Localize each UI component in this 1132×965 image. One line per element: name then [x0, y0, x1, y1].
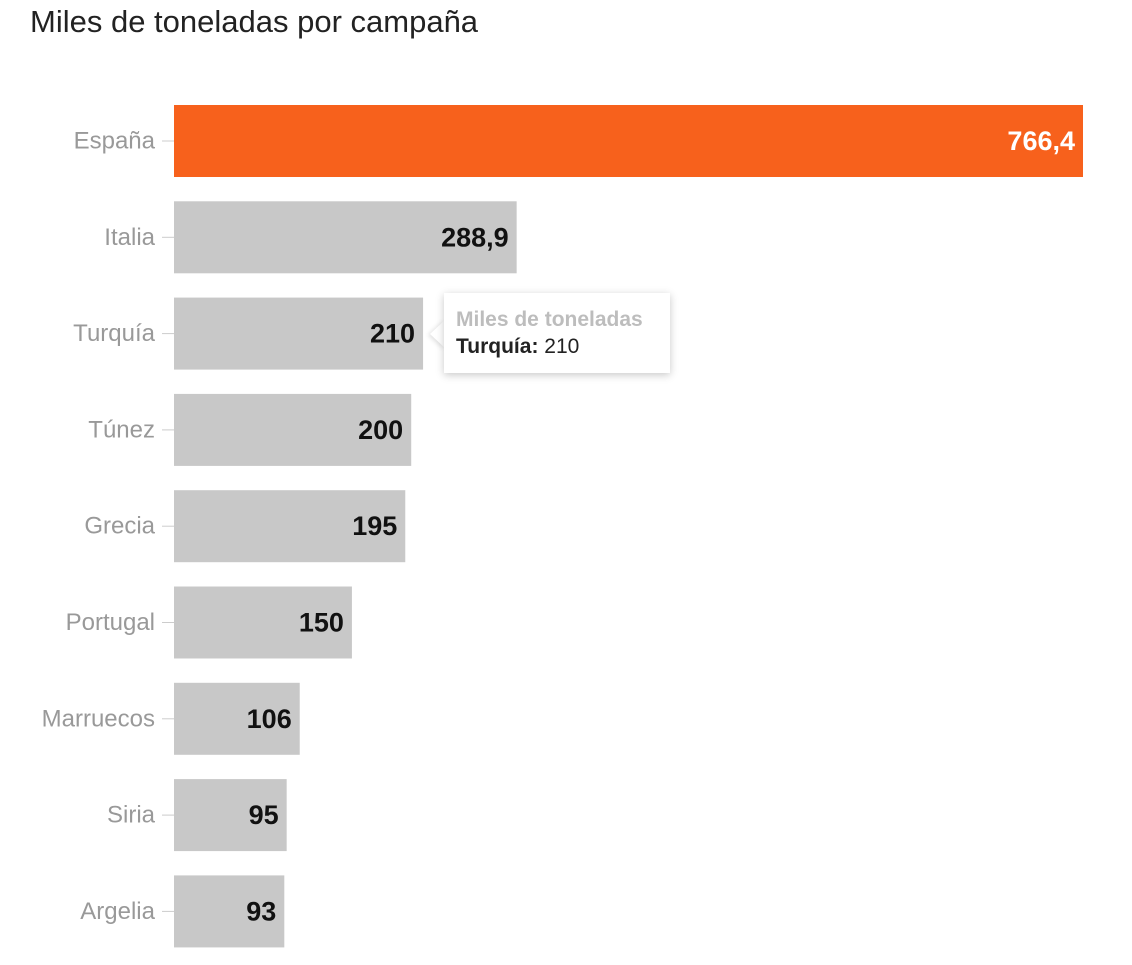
category-label-siria: Siria	[107, 802, 156, 829]
value-label-portugal: 150	[299, 608, 344, 638]
tooltip: Miles de toneladas Turquía: 210	[444, 293, 670, 373]
tooltip-category: Turquía:	[456, 335, 539, 358]
category-label-grecia: Grecia	[84, 513, 155, 540]
bar-argelia[interactable]	[174, 875, 285, 948]
value-label-grecia: 195	[352, 511, 397, 541]
bar-marruecos[interactable]	[174, 682, 300, 755]
category-label-portugal: Portugal	[66, 609, 155, 636]
value-label-espana: 766,4	[1007, 126, 1075, 156]
category-label-italia: Italia	[104, 224, 155, 251]
value-label-siria: 95	[249, 800, 279, 830]
value-label-argelia: 93	[246, 896, 276, 926]
category-label-turquia: Turquía	[73, 320, 155, 347]
value-label-italia: 288,9	[441, 222, 509, 252]
bar-portugal[interactable]	[174, 586, 352, 659]
category-label-tunez: Túnez	[88, 416, 155, 443]
tooltip-value: 210	[544, 335, 580, 358]
tooltip-title: Miles de toneladas	[456, 308, 643, 331]
bar-siria[interactable]	[174, 779, 287, 852]
tooltip-row: Turquía: 210	[456, 333, 658, 361]
category-label-espana: España	[74, 128, 156, 155]
value-label-turquia: 210	[370, 319, 415, 349]
chart-title: Miles de toneladas por campaña	[30, 4, 479, 39]
category-label-argelia: Argelia	[80, 898, 155, 925]
bar-turquia[interactable]	[174, 297, 424, 370]
tooltip-arrow	[430, 320, 445, 348]
bar-italia[interactable]	[174, 201, 517, 274]
value-label-marruecos: 106	[247, 704, 292, 734]
bar-espana[interactable]	[174, 105, 1083, 177]
category-label-marruecos: Marruecos	[42, 705, 155, 732]
bar-grecia[interactable]	[174, 490, 406, 563]
value-label-tunez: 200	[358, 415, 403, 445]
bar-tunez[interactable]	[174, 393, 412, 466]
